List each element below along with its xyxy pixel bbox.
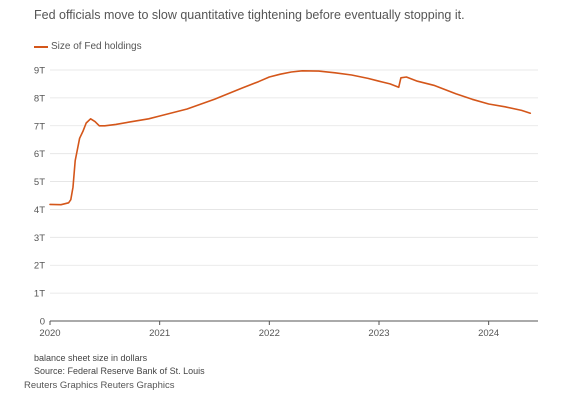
footer-credit: Reuters Graphics Reuters Graphics xyxy=(24,380,175,391)
x-tick-label: 2023 xyxy=(368,328,389,339)
y-tick-label: 8T xyxy=(34,93,45,104)
y-tick-label: 2T xyxy=(34,261,45,272)
source-text: Source: Federal Reserve Bank of St. Loui… xyxy=(34,366,205,376)
x-tick-label: 2020 xyxy=(39,328,60,339)
series-layer xyxy=(49,70,532,206)
legend: Size of Fed holdings xyxy=(34,41,142,52)
legend-label: Size of Fed holdings xyxy=(51,41,142,52)
legend-swatch xyxy=(34,45,48,48)
y-tick-label: 1T xyxy=(34,289,45,300)
x-axis-ticks: 2020 2021 2022 2023 2024 xyxy=(39,321,499,339)
chart-note: balance sheet size in dollars Source: Fe… xyxy=(34,352,205,378)
y-tick-label: 5T xyxy=(34,177,45,188)
y-tick-label: 7T xyxy=(34,121,45,132)
x-tick-label: 2024 xyxy=(478,328,499,339)
gridlines xyxy=(50,69,538,322)
chart-title: Fed officials move to slow quantitative … xyxy=(34,8,465,22)
y-tick-label: 9T xyxy=(34,66,45,77)
y-tick-label: 4T xyxy=(34,205,45,216)
y-tick-label: 0 xyxy=(40,317,45,328)
x-tick-label: 2022 xyxy=(259,328,280,339)
note-text: balance sheet size in dollars xyxy=(34,353,148,363)
series-line-fed-holdings xyxy=(49,70,532,206)
y-tick-label: 6T xyxy=(34,149,45,160)
y-axis-tick-labels: 0 1T 2T 3T 4T 5T 6T 7T 8T 9T xyxy=(34,66,45,328)
x-tick-label: 2021 xyxy=(149,328,170,339)
y-tick-label: 3T xyxy=(34,233,45,244)
